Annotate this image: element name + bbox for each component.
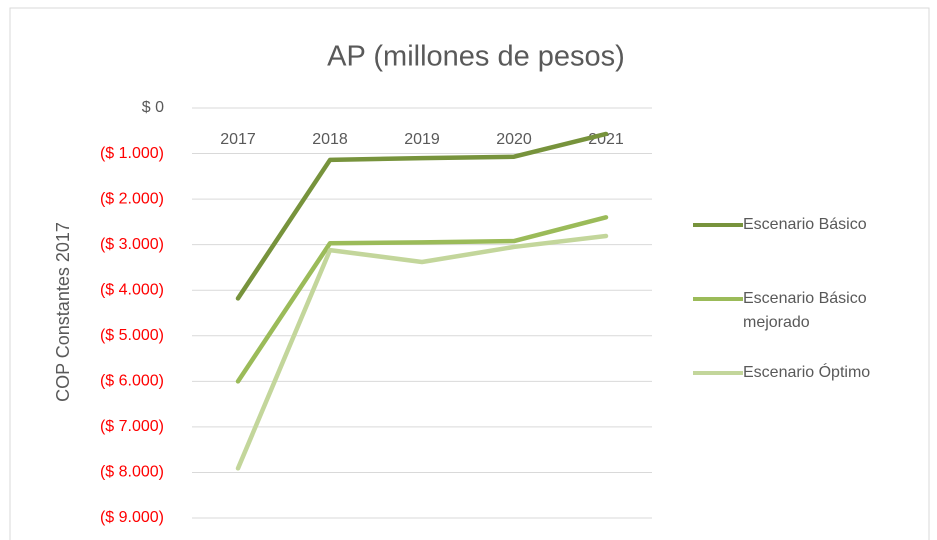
legend-label: Escenario Básico mejorado [743, 290, 867, 331]
y-tick-label: ($ 1.000) [100, 145, 164, 162]
legend-item: Escenario Óptimo [693, 361, 903, 385]
legend-item: Escenario Básico mejorado [693, 287, 903, 335]
chart-border [9, 7, 930, 540]
y-tick-label: $ 0 [142, 99, 164, 116]
series-line [235, 215, 609, 384]
x-tick-label: 2020 [496, 131, 532, 148]
x-tick-label: 2018 [312, 131, 348, 148]
y-tick-label: ($ 8.000) [100, 464, 164, 481]
series-line [235, 233, 609, 471]
chart-title: AP (millones de pesos) [327, 41, 625, 73]
y-tick-label: ($ 3.000) [100, 236, 164, 253]
legend-swatch [693, 297, 743, 301]
x-tick-label: 2019 [404, 131, 440, 148]
legend-label: Escenario Óptimo [743, 364, 871, 381]
legend-label: Escenario Básico [743, 216, 867, 233]
legend-swatch [693, 371, 743, 375]
legend-item: Escenario Básico [693, 213, 903, 237]
y-tick-label: ($ 5.000) [100, 327, 164, 344]
x-tick-label: 2017 [220, 131, 256, 148]
y-tick-label: ($ 6.000) [100, 373, 164, 390]
legend-swatch [693, 223, 743, 227]
y-axis-label: COP Constantes 2017 [53, 222, 73, 402]
y-tick-label: ($ 4.000) [100, 281, 164, 298]
y-tick-label: ($ 9.000) [100, 509, 164, 526]
y-tick-label: ($ 7.000) [100, 418, 164, 435]
y-tick-label: ($ 2.000) [100, 190, 164, 207]
series-line [235, 131, 609, 301]
